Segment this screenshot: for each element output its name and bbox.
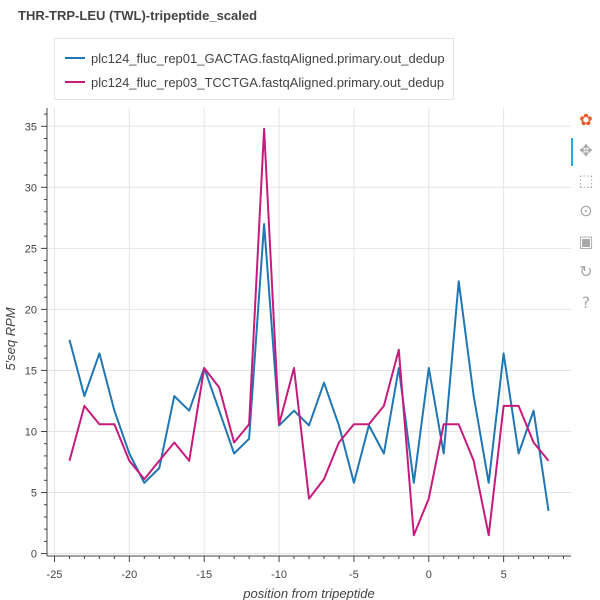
y-tick-label: 5: [31, 488, 37, 500]
legend-swatch-rep01: [65, 57, 85, 59]
series-layer: [68, 127, 550, 537]
legend-item-rep03[interactable]: plc124_fluc_rep03_TCCTGA.fastqAligned.pr…: [65, 72, 444, 92]
legend-label-rep01: plc124_fluc_rep01_GACTAG.fastqAligned.pr…: [91, 50, 445, 66]
active-tool-indicator: [571, 138, 573, 166]
y-tick-label: 25: [25, 243, 37, 255]
reset-icon[interactable]: ↻: [579, 262, 593, 281]
grid-layer: [47, 108, 571, 556]
y-tick-label: 30: [25, 182, 37, 194]
y-tick-label: 10: [25, 426, 37, 438]
pan-tool-icon[interactable]: ✥: [579, 141, 593, 160]
axes-layer: 0 5 10 15 20 25 30 35 -25 -20 -15 -10 -5 0 5: [25, 108, 571, 581]
legend-label-rep03: plc124_fluc_rep03_TCCTGA.fastqAligned.pr…: [91, 74, 445, 90]
save-icon[interactable]: ▣: [578, 232, 594, 251]
chart-title: THR-TRP-LEU (TWL)-tripeptide_scaled: [18, 8, 258, 23]
y-tick-label: 0: [31, 549, 37, 561]
y-tick-label: 15: [25, 365, 37, 377]
legend-item-rep01[interactable]: plc124_fluc_rep01_GACTAG.fastqAligned.pr…: [65, 48, 445, 68]
x-tick-label: -15: [196, 569, 212, 581]
x-tick-label: 5: [501, 569, 507, 581]
x-tick-label: -10: [271, 569, 287, 581]
series-line-2: [68, 127, 550, 537]
wheel-zoom-icon[interactable]: ⊙: [579, 201, 593, 220]
y-axis-label: 5'seq RPM: [3, 307, 18, 370]
x-tick-label: -25: [47, 569, 63, 581]
series-line-1: [68, 223, 550, 511]
x-tick-label: 0: [426, 569, 432, 581]
x-tick-label: -20: [121, 569, 137, 581]
y-tick-label: 20: [25, 304, 37, 316]
help-icon[interactable]: ?: [581, 293, 591, 312]
x-tick-label: -5: [349, 569, 359, 581]
bokeh-logo-icon[interactable]: ✿: [579, 110, 593, 129]
y-tick-label: 35: [25, 121, 37, 133]
toolbar: ✿ ✥ ⬚ ⊙ ▣ ↻?: [571, 108, 599, 323]
legend: plc124_fluc_rep01_GACTAG.fastqAligned.pr…: [54, 38, 454, 100]
box-zoom-icon[interactable]: ⬚: [578, 171, 594, 190]
x-axis-label: position from tripeptide: [242, 586, 375, 600]
legend-swatch-rep03: [65, 81, 85, 83]
